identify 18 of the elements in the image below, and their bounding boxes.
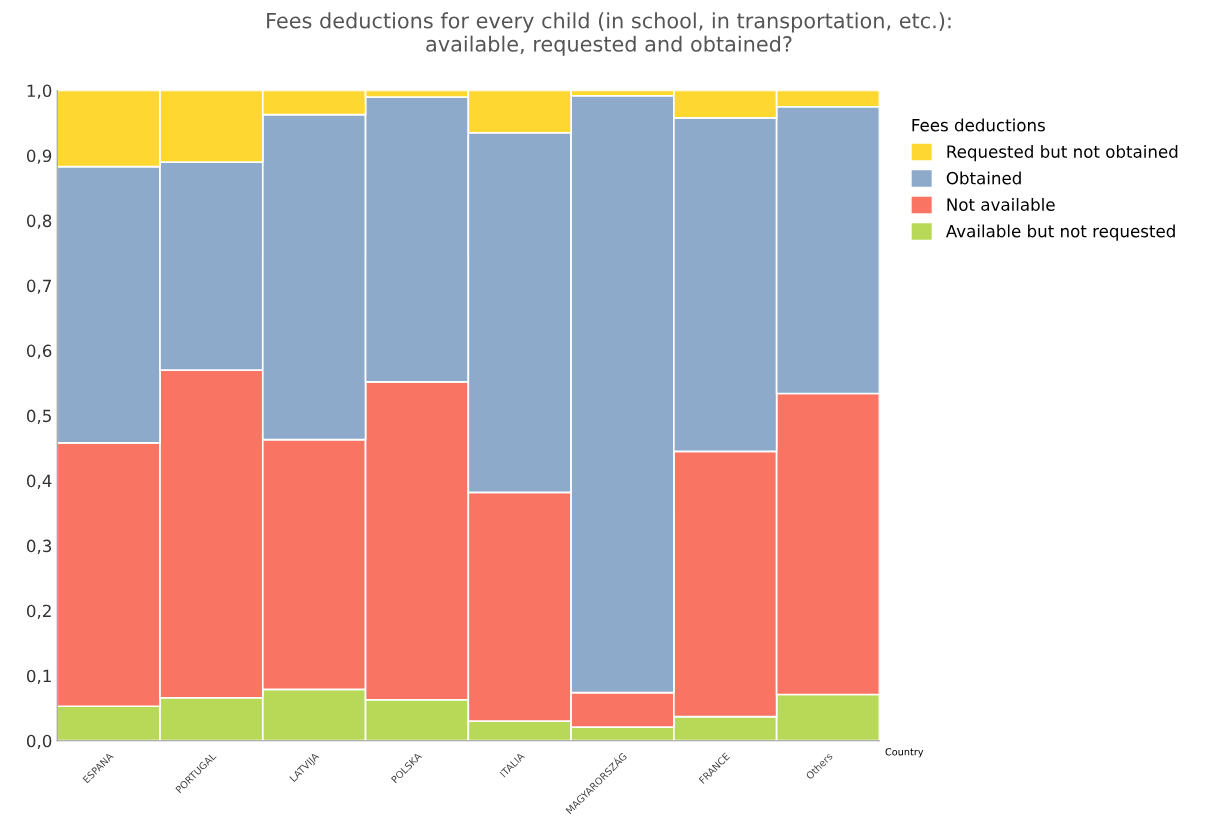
- legend-label: Obtained: [946, 171, 1021, 185]
- y-tick-label: 0,8: [26, 214, 52, 229]
- y-tick-label: 0,0: [26, 734, 52, 749]
- legend-title: Fees deductions: [912, 118, 1045, 132]
- legend-label: Not available: [947, 198, 1055, 211]
- y-tick-label: 0,5: [26, 409, 51, 424]
- y-tick-label: 0,7: [26, 279, 51, 294]
- legend-label: Requested but not obtained: [947, 145, 1178, 162]
- y-tick-label: 0,9: [26, 149, 52, 164]
- y-tick-label: 0,6: [26, 344, 52, 359]
- x-axis-title: Country: [885, 748, 924, 758]
- y-tick-label: 0,1: [26, 669, 51, 684]
- y-tick-label: 0,3: [26, 539, 52, 554]
- y-tick-label: 0,2: [26, 604, 51, 619]
- chart-title: Fees deductions for every child (in school, in transportation, etc.): available, requested and obtained?: [267, 12, 951, 56]
- legend-label: Available but not requested: [945, 224, 1175, 241]
- y-tick-label: 1,0: [27, 84, 52, 99]
- y-tick-label: 0,4: [26, 474, 52, 489]
